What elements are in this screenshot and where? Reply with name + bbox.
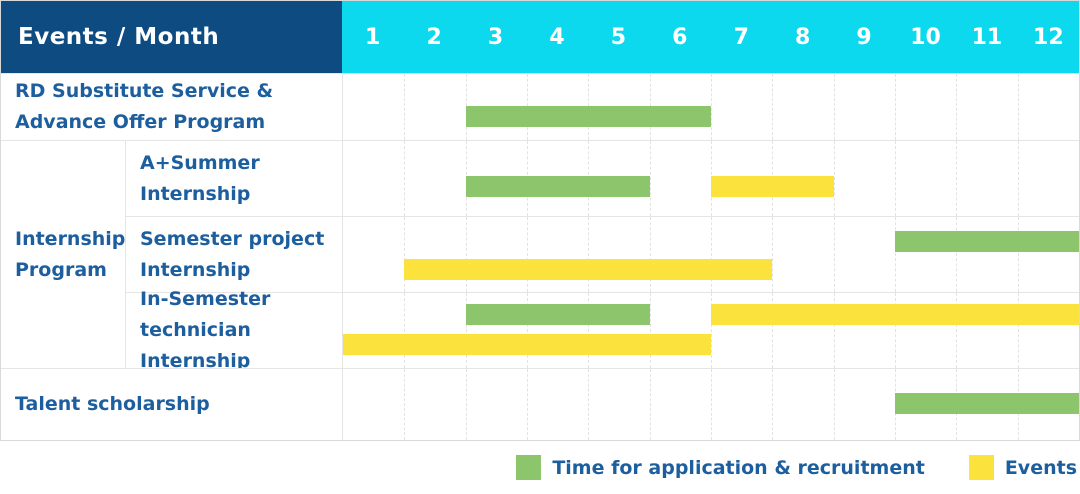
legend-swatch-recruitment	[516, 455, 542, 480]
chart-cell-talent-scholarship	[342, 368, 1079, 440]
month-header-9: 9	[856, 24, 872, 50]
row-label-a-summer-internship-line-2: Internship	[140, 182, 251, 205]
month-gridline	[465, 369, 467, 440]
month-gridline	[1017, 141, 1019, 216]
row-label-rd-substitute-service: RD Substitute Service & Advance Offer Pro…	[1, 73, 342, 140]
month-gridline	[588, 217, 590, 292]
month-header-2: 2	[426, 24, 442, 50]
month-header-7: 7	[733, 24, 749, 50]
month-gridline	[404, 369, 406, 440]
legend-item-events: Events	[968, 455, 1077, 480]
legend-label-events: Events	[1004, 456, 1077, 479]
month-gridline	[956, 141, 958, 216]
month-gridline	[527, 217, 528, 292]
month-gridline	[895, 217, 896, 292]
month-gridline	[588, 293, 590, 368]
month-gridline	[833, 293, 835, 368]
month-header-11: 11	[971, 24, 1003, 50]
month-header-4: 4	[549, 24, 565, 50]
month-gridline	[772, 293, 774, 368]
gantt-bar-events	[711, 304, 1079, 325]
month-gridline	[1017, 217, 1019, 292]
month-header-5: 5	[610, 24, 627, 50]
gantt-bar-events	[711, 176, 834, 197]
month-header-10: 10	[910, 24, 941, 50]
gantt-bar-events	[343, 334, 711, 355]
month-gridline	[895, 74, 896, 140]
gantt-table: Events / Month 1 2 3 4 5 6 7 8 9 10 11 12 RD Substi…	[0, 0, 1080, 441]
month-gridline	[772, 74, 774, 140]
gantt-bar-recruitment	[465, 304, 650, 325]
month-gridline	[711, 369, 712, 440]
month-header-3: 3	[487, 24, 504, 50]
row-label-in-semester-technician-internship-line-1: In-Semester	[140, 288, 271, 310]
month-gridline	[404, 141, 406, 216]
month-gridline	[956, 293, 958, 368]
month-gridline	[711, 217, 712, 292]
chart-cell-in-semester-technician-internship	[342, 292, 1079, 368]
month-gridline	[772, 217, 774, 292]
month-gridline	[588, 369, 590, 440]
events-month-header: Events / Month	[1, 1, 342, 73]
gantt-bar-recruitment	[895, 393, 1079, 414]
month-gridline	[649, 141, 651, 216]
month-gridline	[649, 293, 651, 368]
month-gridline	[649, 217, 651, 292]
month-header-8: 8	[795, 24, 811, 50]
month-gridline	[833, 217, 835, 292]
month-gridline	[833, 74, 835, 140]
month-header-1: 1	[365, 24, 381, 50]
month-gridline	[711, 293, 712, 368]
row-label-rd-substitute-service-line-2: Advance Offer Program	[15, 111, 266, 133]
events-month-header-label: Events / Month	[18, 24, 220, 50]
legend-item-recruitment: Time for application & recruitment	[516, 455, 925, 480]
month-gridline	[1017, 293, 1019, 368]
row-label-talent-scholarship-line-1: Talent scholarship	[15, 393, 210, 415]
month-gridline	[649, 369, 651, 440]
month-gridline	[895, 293, 896, 368]
month-header-6: 6	[672, 24, 688, 50]
month-gridline	[465, 217, 467, 292]
month-gridline	[956, 217, 958, 292]
month-gridline	[404, 293, 406, 368]
chart-cell-a-summer-internship	[342, 140, 1079, 216]
row-label-semester-project-internship-line-2: Internship	[140, 258, 251, 281]
month-gridline	[772, 369, 774, 440]
month-gridline	[833, 141, 835, 216]
group-label-internship-program-line-2: Program	[15, 258, 107, 281]
row-label-in-semester-technician-internship: In-Semester technician Internship	[125, 288, 342, 372]
row-label-semester-project-internship: Semester project Internship	[125, 216, 342, 292]
month-gridline	[956, 74, 958, 140]
gantt-bar-events	[404, 259, 773, 280]
chart-cell-rd-substitute-service	[342, 73, 1079, 140]
month-gridline	[404, 74, 406, 140]
month-gridline	[465, 293, 467, 368]
group-label-internship-program-line-1: Internship	[15, 227, 126, 250]
gantt-bar-recruitment	[465, 176, 650, 197]
month-gridline	[527, 293, 528, 368]
month-header-12: 12	[1033, 24, 1064, 50]
month-gridline	[711, 74, 712, 140]
chart-cell-semester-project-internship	[342, 216, 1079, 292]
row-label-in-semester-technician-internship-line-2: technician Internship	[140, 319, 251, 372]
month-gridline	[527, 369, 528, 440]
row-label-semester-project-internship-line-1: Semester project	[140, 227, 325, 250]
row-label-talent-scholarship: Talent scholarship	[1, 368, 342, 440]
row-label-a-summer-internship: A+Summer Internship	[125, 140, 342, 216]
month-gridline	[833, 369, 835, 440]
legend-label-recruitment: Time for application & recruitment	[552, 456, 925, 479]
month-gridline	[1017, 74, 1019, 140]
row-label-rd-substitute-service-line-1: RD Substitute Service &	[15, 80, 274, 102]
group-label-internship-program: Internship Program	[1, 140, 125, 368]
month-gridline	[404, 217, 406, 292]
legend: Time for application & recruitment Events	[0, 441, 1077, 494]
month-gridline	[895, 141, 896, 216]
month-header-row: 1 2 3 4 5 6 7 8 9 10 11 12	[342, 1, 1079, 73]
legend-swatch-events	[968, 455, 994, 480]
gantt-bar-recruitment	[465, 106, 711, 127]
gantt-bar-recruitment	[895, 231, 1079, 252]
row-label-a-summer-internship-line-1: A+Summer	[140, 151, 260, 174]
